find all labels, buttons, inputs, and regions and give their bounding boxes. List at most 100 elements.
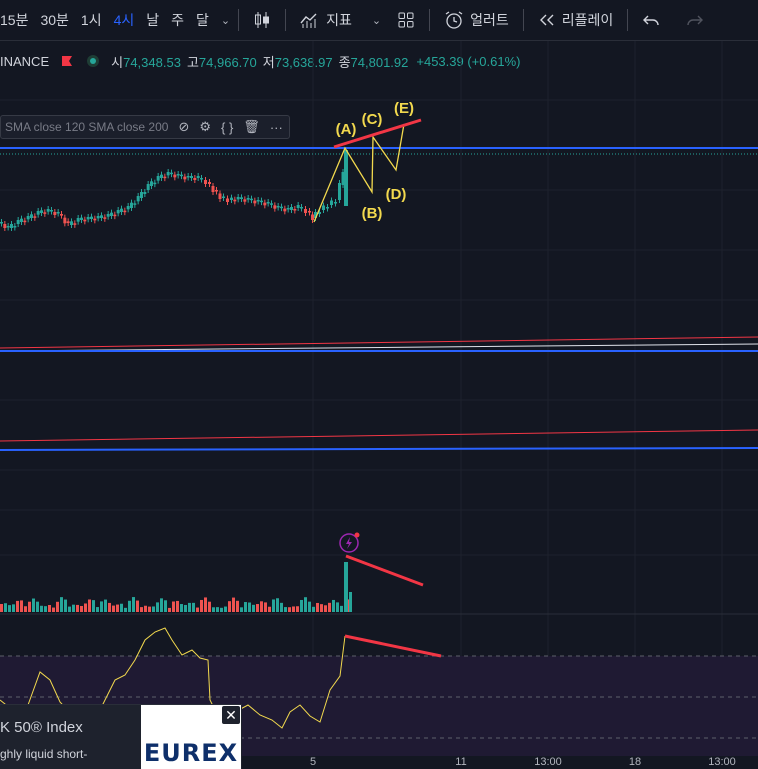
candle-body [200, 178, 203, 180]
chart-canvas[interactable]: (A) (C) (E) (B) (D) [0, 41, 758, 756]
timeframe-button[interactable]: 달 [196, 12, 209, 28]
replay-button[interactable]: 리플레이 [532, 10, 620, 30]
eye-off-icon[interactable]: ⊘ [178, 119, 190, 134]
wave-label-d[interactable]: (D) [386, 186, 407, 203]
trend-line-lower[interactable] [0, 429, 758, 442]
candle-body [211, 186, 215, 192]
wave-label-e[interactable]: (E) [394, 100, 414, 117]
horizontal-line-lower[interactable] [0, 447, 758, 451]
timeframe-button[interactable]: 날 [146, 12, 160, 28]
undo-button[interactable] [636, 13, 666, 27]
candlestick-icon [255, 12, 270, 28]
alert-label: 얼러트 [470, 12, 509, 28]
timeframe-button[interactable]: 30분 [40, 12, 69, 28]
trash-icon[interactable]: 🗑 [243, 119, 260, 134]
flag-icon[interactable] [61, 55, 73, 67]
candle-body [286, 208, 290, 210]
volume-bar [56, 601, 59, 612]
candle-body [103, 217, 107, 219]
candle-body [113, 214, 117, 217]
time-label: 5 [309, 756, 317, 768]
candle-body [308, 211, 311, 213]
candle-body [180, 174, 183, 177]
candle-body [276, 206, 280, 208]
indicator-legend[interactable]: SMA close 120 SMA close 200 ⊘ ⚙ { } 🗑 ··… [0, 115, 290, 139]
candle-body [36, 211, 40, 215]
candle-body [215, 190, 218, 192]
candle-body [196, 176, 200, 178]
chevron-down-icon[interactable]: ⌄ [371, 14, 382, 27]
candle-body [170, 172, 173, 175]
candle-body [16, 220, 20, 224]
volume-bar [208, 601, 211, 612]
candle-body [208, 182, 211, 184]
wave-label-a[interactable]: (A) [336, 121, 357, 138]
replay-label: 리플레이 [561, 12, 614, 28]
volume-bar [332, 599, 335, 612]
wave-label-b[interactable]: (B) [362, 205, 383, 222]
volume-bar [236, 600, 239, 612]
settings-icon[interactable]: ⚙ [199, 119, 211, 134]
candle-body [204, 180, 207, 184]
source-code-icon[interactable]: { } [221, 119, 234, 135]
candle-body [326, 207, 329, 209]
candle-body [143, 192, 147, 194]
timeframe-button[interactable]: 주 [171, 12, 185, 28]
timeframe-button[interactable]: 4시 [113, 12, 135, 28]
candle-body [193, 178, 197, 180]
timeframe-button[interactable]: 1시 [80, 12, 102, 28]
volume-trend-line[interactable] [345, 554, 424, 587]
volume-bar [336, 602, 339, 612]
templates-button[interactable] [391, 11, 421, 29]
time-label: 18 [628, 756, 642, 768]
chart-type-button[interactable] [247, 11, 277, 29]
volume-bar [188, 602, 191, 612]
lightning-icon[interactable] [339, 532, 360, 553]
candle-body [70, 221, 73, 225]
candle-body [246, 198, 250, 200]
close-icon[interactable]: ✕ [222, 706, 240, 724]
volume-bar [100, 601, 103, 612]
volume-bar [28, 601, 31, 612]
volume-bar [268, 606, 271, 612]
alert-button[interactable]: 얼러트 [438, 10, 515, 30]
candle-body [56, 212, 60, 214]
candle-body [344, 150, 348, 206]
candle-body [338, 183, 341, 200]
symbol-name[interactable]: INANCE [0, 53, 50, 69]
candle-body [33, 216, 37, 218]
elliott-wave-path[interactable] [313, 123, 405, 223]
volume-bar [168, 607, 171, 612]
high-label: 고 [186, 54, 199, 70]
timeframe-button[interactable]: 15분 [0, 12, 29, 28]
volume-bar [124, 607, 127, 612]
candle-body [311, 214, 314, 220]
change-value: +453.39 (+0.61%) [416, 53, 521, 69]
indicators-button[interactable]: 지표 [294, 10, 358, 30]
candle-body [173, 174, 177, 178]
wave-label-c[interactable]: (C) [362, 111, 383, 128]
more-icon[interactable]: ··· [269, 119, 283, 135]
candle-body [236, 197, 240, 200]
volume-bar [172, 601, 175, 612]
chevron-down-icon[interactable]: ⌄ [220, 14, 231, 27]
rsi-trend-line[interactable] [344, 634, 442, 658]
ad-banner[interactable]: K 50® Index ghly liquid short- EUREX ✕ [0, 704, 242, 769]
trend-line-abcde[interactable] [333, 118, 422, 149]
volume-bar [64, 599, 67, 612]
volume-bar [284, 607, 287, 612]
ohlc-values: 시74,348.53 고74,966.70 저73,638.97 종74,801… [111, 52, 408, 71]
candle-body [83, 219, 87, 222]
redo-button[interactable] [680, 13, 710, 27]
candle-body [106, 214, 110, 217]
candle-body [60, 214, 63, 216]
volume-bar [248, 602, 251, 612]
volume-bar [140, 607, 143, 612]
candle-body [136, 196, 140, 202]
close-label: 종 [338, 54, 351, 70]
volume-bar [120, 603, 123, 612]
volume-bar [276, 598, 279, 612]
candle-body [120, 208, 123, 212]
toolbar-divider [627, 9, 629, 31]
volume-bar [156, 602, 159, 612]
